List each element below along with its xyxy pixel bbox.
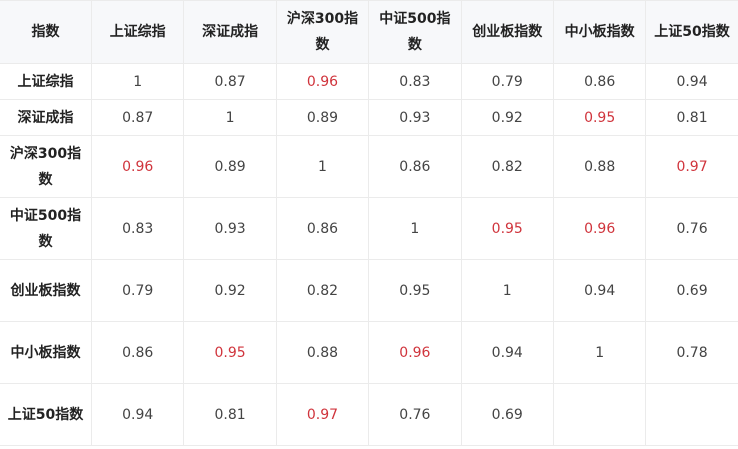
table-cell: 0.82 [275, 259, 370, 322]
table-cell: 0.87 [183, 63, 277, 100]
table-cell: 0.81 [183, 383, 277, 446]
table-cell: 0.92 [183, 259, 277, 322]
row-header: 上证50指数 [0, 383, 92, 446]
table-row: 上证50指数 0.94 0.81 0.97 0.76 0.69 [0, 383, 738, 446]
row-header: 上证综指 [0, 63, 92, 100]
table-cell: 1 [368, 197, 462, 260]
table-cell: 0.96 [90, 135, 185, 198]
table-cell: 1 [275, 135, 370, 198]
table-cell: 0.96 [368, 321, 462, 384]
table-cell: 0.94 [90, 383, 185, 446]
table-cell: 0.82 [460, 135, 554, 198]
corner-header: 指数 [0, 0, 92, 64]
table-cell: 0.79 [90, 259, 185, 322]
row-header: 深证成指 [0, 99, 92, 136]
table-cell: 0.94 [552, 259, 647, 322]
row-header: 中证500指数 [0, 197, 92, 260]
table-cell: 0.97 [645, 135, 738, 198]
column-header: 中证500指数 [368, 0, 462, 64]
table-row: 中小板指数 0.86 0.95 0.88 0.96 0.94 1 0.78 [0, 321, 738, 384]
table-cell: 1 [460, 259, 554, 322]
table-cell: 1 [552, 321, 647, 384]
table-cell: 0.86 [275, 197, 370, 260]
column-header: 上证50指数 [645, 0, 738, 64]
column-header: 深证成指 [183, 0, 277, 64]
table-cell: 1 [183, 99, 277, 136]
table-cell: 0.93 [368, 99, 462, 136]
table-cell: 0.95 [368, 259, 462, 322]
table-cell: 0.88 [275, 321, 370, 384]
table-cell: 0.76 [368, 383, 462, 446]
table-cell: 0.89 [183, 135, 277, 198]
column-header: 中小板指数 [552, 0, 647, 64]
table-cell: 1 [90, 63, 185, 100]
table-cell: 0.78 [645, 321, 738, 384]
column-header: 创业板指数 [460, 0, 554, 64]
header-row: 指数 上证综指 深证成指 沪深300指数 中证500指数 创业板指数 中小板指数… [0, 0, 738, 64]
table-cell: 0.96 [552, 197, 647, 260]
table-cell: 0.86 [552, 63, 647, 100]
table-cell [645, 383, 738, 446]
table-cell: 0.92 [460, 99, 554, 136]
table-row: 沪深300指数 0.96 0.89 1 0.86 0.82 0.88 0.97 [0, 135, 738, 198]
table-cell: 0.76 [645, 197, 738, 260]
table-cell: 0.96 [275, 63, 370, 100]
table-row: 上证综指 1 0.87 0.96 0.83 0.79 0.86 0.94 [0, 63, 738, 100]
table-cell: 0.93 [183, 197, 277, 260]
table-cell: 0.69 [460, 383, 554, 446]
table-cell: 0.86 [368, 135, 462, 198]
table-cell: 0.95 [183, 321, 277, 384]
table-cell: 0.95 [552, 99, 647, 136]
table-cell [552, 383, 647, 446]
table-cell: 0.88 [552, 135, 647, 198]
table-cell: 0.83 [90, 197, 185, 260]
row-header: 中小板指数 [0, 321, 92, 384]
table-cell: 0.81 [645, 99, 738, 136]
row-header: 沪深300指数 [0, 135, 92, 198]
table-cell: 0.87 [90, 99, 185, 136]
table-row: 中证500指数 0.83 0.93 0.86 1 0.95 0.96 0.76 [0, 197, 738, 260]
table-cell: 0.86 [90, 321, 185, 384]
table-cell: 0.95 [460, 197, 554, 260]
table-row: 深证成指 0.87 1 0.89 0.93 0.92 0.95 0.81 [0, 99, 738, 136]
table-row: 创业板指数 0.79 0.92 0.82 0.95 1 0.94 0.69 [0, 259, 738, 322]
table-cell: 0.94 [645, 63, 738, 100]
table-cell: 0.83 [368, 63, 462, 100]
table-cell: 0.97 [275, 383, 370, 446]
table-cell: 0.89 [275, 99, 370, 136]
table-cell: 0.79 [460, 63, 554, 100]
column-header: 上证综指 [90, 0, 185, 64]
column-header: 沪深300指数 [275, 0, 370, 64]
table-cell: 0.94 [460, 321, 554, 384]
table-cell: 0.69 [645, 259, 738, 322]
row-header: 创业板指数 [0, 259, 92, 322]
